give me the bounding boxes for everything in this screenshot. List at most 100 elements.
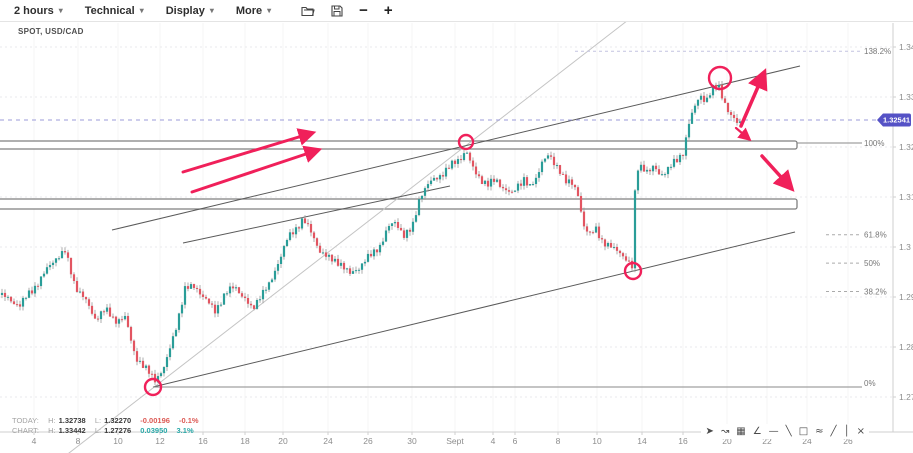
- annotation-arrow: [760, 154, 795, 192]
- save-icon[interactable]: [331, 4, 343, 17]
- fib-label: 138.2%: [864, 47, 891, 56]
- freehand-icon[interactable]: ↝: [720, 426, 730, 437]
- chart-high-value: 1.33442: [58, 426, 86, 435]
- low-label: L:: [94, 416, 102, 425]
- annotation-arrow: [739, 68, 768, 128]
- channel-icon[interactable]: ∠: [752, 426, 762, 437]
- svg-text:12: 12: [155, 436, 165, 446]
- annotation-circle: [623, 261, 643, 281]
- fib-levels-layer: 138.2% 100% 61.8% 50% 38.2% 0%: [575, 47, 891, 388]
- chart-low-value: 1.27276: [104, 426, 132, 435]
- svg-text:1.28: 1.28: [899, 342, 913, 352]
- zoom-in-button[interactable]: +: [383, 1, 393, 19]
- fib-label: 50%: [864, 259, 880, 268]
- timeframe-menu-label: 2 hours: [14, 4, 54, 17]
- svg-text:10: 10: [113, 436, 123, 446]
- more-menu-label: More: [235, 4, 263, 17]
- svg-text:1.27: 1.27: [899, 392, 913, 402]
- wave-icon[interactable]: ≈: [815, 426, 824, 437]
- trendlines-layer[interactable]: [60, 16, 862, 453]
- svg-text:24: 24: [323, 436, 333, 446]
- annotation-circle: [143, 377, 163, 397]
- high-label: H:: [48, 426, 56, 435]
- fib-label: 61.8%: [864, 231, 887, 240]
- display-menu-label: Display: [165, 4, 205, 17]
- delete-icon[interactable]: ×: [856, 426, 865, 437]
- fib-label: 0%: [864, 379, 876, 388]
- chevron-down-icon: ▾: [209, 6, 214, 15]
- fib-label: 100%: [864, 139, 884, 148]
- legend-row-today: TODAY: H: 1.32738 L: 1.32270 -0.00196 -0.1…: [12, 416, 206, 426]
- svg-text:8: 8: [556, 436, 561, 446]
- svg-text:1.32: 1.32: [899, 142, 913, 152]
- today-change-pct: -0.1%: [179, 416, 199, 425]
- svg-text:20: 20: [722, 436, 732, 446]
- svg-text:10: 10: [592, 436, 602, 446]
- svg-text:1.33: 1.33: [899, 92, 913, 102]
- chevron-down-icon: ▾: [58, 6, 63, 15]
- vertical-line-icon[interactable]: │: [843, 426, 850, 437]
- svg-text:1.31: 1.31: [899, 192, 913, 202]
- pointer-icon[interactable]: ➤: [705, 426, 714, 437]
- rectangle-icon[interactable]: □: [798, 426, 809, 437]
- candles-layer: [0, 80, 742, 386]
- svg-text:26: 26: [363, 436, 373, 446]
- svg-text:4: 4: [32, 436, 37, 446]
- top-toolbar: 2 hours ▾ Technical ▾ Display ▾ More ▾ −…: [0, 0, 913, 22]
- horizontal-line-icon[interactable]: —: [768, 426, 779, 437]
- zoom-out-button[interactable]: −: [359, 1, 368, 19]
- annotation-circle: [457, 133, 475, 151]
- svg-text:26: 26: [843, 436, 853, 446]
- svg-text:8: 8: [76, 436, 81, 446]
- svg-text:22: 22: [762, 436, 772, 446]
- symbol-label: SPOT, USD/CAD: [18, 27, 84, 36]
- svg-text:18: 18: [240, 436, 250, 446]
- chevron-down-icon: ▾: [267, 6, 272, 15]
- open-folder-icon[interactable]: [301, 5, 315, 17]
- diagonal-line-icon[interactable]: ╱: [830, 426, 837, 437]
- svg-text:30: 30: [407, 436, 417, 446]
- annotation-circle: [707, 65, 733, 91]
- svg-text:1.32541: 1.32541: [883, 116, 910, 125]
- chart-change-value: 0.03950: [140, 426, 168, 435]
- today-high-value: 1.32738: [58, 416, 86, 425]
- svg-text:20: 20: [278, 436, 288, 446]
- more-menu[interactable]: More ▾: [236, 5, 271, 17]
- fib-grid-icon[interactable]: ▦: [736, 426, 746, 437]
- chevron-down-icon: ▾: [139, 6, 144, 15]
- price-badge: 1.32541: [877, 113, 911, 127]
- annotation-arrow: [734, 126, 752, 142]
- svg-text:6: 6: [513, 436, 518, 446]
- legend-today-label: TODAY:: [12, 416, 39, 425]
- svg-text:1.29: 1.29: [899, 292, 913, 302]
- annotation-arrow: [190, 145, 323, 194]
- technical-menu-label: Technical: [84, 4, 135, 17]
- svg-text:4: 4: [491, 436, 496, 446]
- annotation-arrow: [181, 128, 317, 174]
- svg-text:1.34: 1.34: [899, 42, 913, 52]
- today-change-value: -0.00196: [140, 416, 170, 425]
- svg-text:Sept: Sept: [446, 436, 464, 446]
- axes-layer: 4 8 10 12 16 18 20 24 26 30 Sept 4 6 8 10 14 16 20 22 24 26 1…: [0, 23, 913, 446]
- technical-menu[interactable]: Technical ▾: [85, 5, 144, 17]
- timeframe-menu[interactable]: 2 hours ▾: [14, 5, 63, 17]
- legend-row-chart: CHART: H: 1.33442 L: 1.27276 0.03950 3.1%: [12, 426, 206, 436]
- svg-text:24: 24: [802, 436, 812, 446]
- chart-change-pct: 3.1%: [176, 426, 194, 435]
- drawing-toolbar: ➤ ↝ ▦ ∠ — ╲ □ ≈ ╱ │ ×: [701, 424, 869, 439]
- fib-zone-bands[interactable]: [0, 140, 798, 210]
- legend-chart-label: CHART:: [12, 426, 39, 435]
- svg-text:16: 16: [198, 436, 208, 446]
- today-low-value: 1.32270: [104, 416, 132, 425]
- trendline-icon[interactable]: ╲: [785, 426, 792, 437]
- svg-text:1.3: 1.3: [899, 242, 911, 252]
- annotations-layer[interactable]: [143, 65, 795, 397]
- svg-text:14: 14: [637, 436, 647, 446]
- display-menu[interactable]: Display ▾: [166, 5, 214, 17]
- svg-text:16: 16: [678, 436, 688, 446]
- price-legend: TODAY: H: 1.32738 L: 1.32270 -0.00196 -0.1…: [12, 416, 206, 436]
- fib-label: 38.2%: [864, 287, 887, 296]
- low-label: L:: [94, 426, 102, 435]
